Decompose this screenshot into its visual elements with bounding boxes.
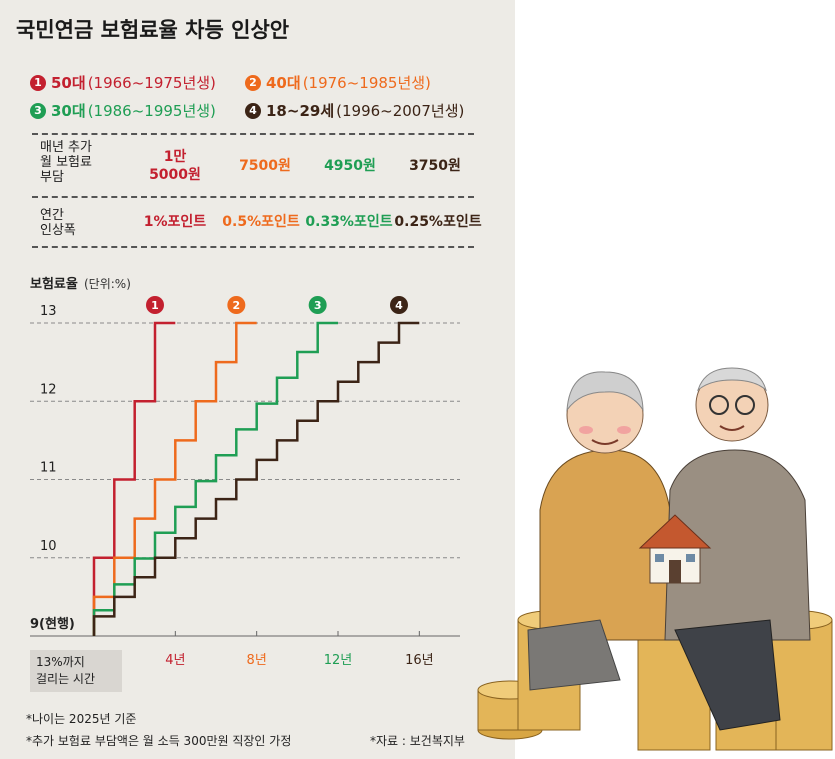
chart-series xyxy=(92,321,420,636)
y-tick-labels: 13 12 11 10 9(현행) xyxy=(30,304,75,632)
legend-age: 18~29세 xyxy=(266,102,335,120)
series-line-4 xyxy=(92,321,420,636)
elderly-couple-on-coins-illustration xyxy=(477,367,833,751)
increase-40s: 0.5%포인트 xyxy=(222,214,300,230)
legend-years: (1996~2007년생) xyxy=(336,102,465,120)
legend-number-badge: 3 xyxy=(30,102,46,119)
legend-age: 50대 xyxy=(51,74,86,92)
y-tick-label: 11 xyxy=(40,461,57,476)
table-divider xyxy=(32,133,474,135)
legend-years: (1986~1995년생) xyxy=(87,102,216,120)
x-tick-labels: 4년 8년 12년 16년 xyxy=(165,631,434,668)
legend-item-50s: 1 50대 (1966~1975년생) xyxy=(30,72,216,93)
source-note: *자료 : 보건복지부 xyxy=(370,734,465,748)
burden-40s: 7500원 xyxy=(239,158,291,174)
row-label-monthly-burden: 매년 추가 월 보험료 부담 xyxy=(40,140,92,185)
series-marker-label: 3 xyxy=(314,299,322,312)
x-tick-label: 12년 xyxy=(324,653,353,668)
footnote-assumption: *추가 보험료 부담액은 월 소득 300만원 직장인 가정 xyxy=(26,734,292,748)
footnote-age-basis: *나이는 2025년 기준 xyxy=(26,712,137,726)
legend-number-badge: 4 xyxy=(245,102,261,119)
increase-20s: 0.25%포인트 xyxy=(394,214,482,230)
legend-age: 30대 xyxy=(51,102,86,120)
table-divider xyxy=(32,246,474,248)
y-axis-label: 보험료율 xyxy=(30,276,78,292)
x-tick-label: 4년 xyxy=(165,653,185,668)
x-axis-callout: 13%까지 걸리는 시간 xyxy=(30,650,122,692)
table-divider xyxy=(32,196,474,198)
legend-number-badge: 1 xyxy=(30,74,46,91)
series-line-2 xyxy=(92,321,257,636)
grandmother-figure xyxy=(527,371,676,691)
burden-20s: 3750원 xyxy=(409,158,461,174)
y-base-label: 9(현행) xyxy=(30,616,75,632)
legend-years: (1976~1985년생) xyxy=(302,74,431,92)
burden-30s: 4950원 xyxy=(324,158,376,174)
page-title: 국민연금 보험료율 차등 인상안 xyxy=(16,18,290,42)
series-end-markers: 1 2 3 4 xyxy=(146,296,408,314)
series-marker-1 xyxy=(146,296,164,314)
legend-item-20s: 4 18~29세 (1996~2007년생) xyxy=(245,100,464,121)
x-tick-label: 16년 xyxy=(405,653,434,668)
series-marker-label: 1 xyxy=(151,299,159,312)
series-line-1 xyxy=(92,321,176,636)
series-marker-4 xyxy=(390,296,408,314)
y-axis-unit: (단위:%) xyxy=(84,277,131,291)
y-tick-label: 12 xyxy=(40,382,57,397)
legend-years: (1966~1975년생) xyxy=(87,74,216,92)
house-icon xyxy=(638,514,712,584)
row-label-annual-increase: 연간 인상폭 xyxy=(40,208,76,238)
burden-50s: 1만 5000원 xyxy=(149,149,201,183)
y-tick-label: 13 xyxy=(40,304,57,319)
series-marker-label: 2 xyxy=(233,299,241,312)
legend-number-badge: 2 xyxy=(245,74,261,91)
y-tick-label: 10 xyxy=(40,539,57,554)
increase-50s: 1%포인트 xyxy=(143,214,207,230)
legend-item-30s: 3 30대 (1986~1995년생) xyxy=(30,100,216,121)
increase-30s: 0.33%포인트 xyxy=(305,214,393,230)
series-marker-3 xyxy=(308,296,327,314)
series-marker-label: 4 xyxy=(395,299,403,312)
legend-item-40s: 2 40대 (1976~1985년생) xyxy=(245,72,431,93)
x-tick-label: 8년 xyxy=(247,653,267,668)
infographic-panel: 국민연금 보험료율 차등 인상안 1 50대 (1966~1975년생) 2 4… xyxy=(0,0,515,759)
grandfather-figure xyxy=(664,367,811,731)
legend-age: 40대 xyxy=(266,74,301,92)
series-marker-2 xyxy=(227,296,246,314)
